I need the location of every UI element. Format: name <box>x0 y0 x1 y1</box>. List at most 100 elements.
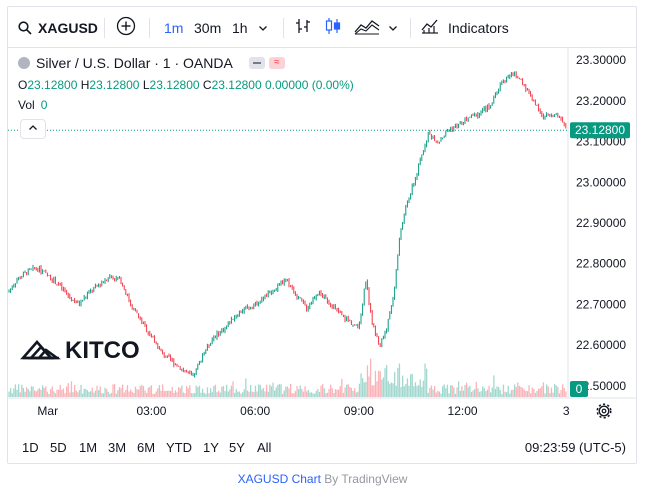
interval-dropdown[interactable] <box>258 7 268 48</box>
interval-30m[interactable]: 30m <box>194 19 222 36</box>
volume-bar <box>117 390 119 397</box>
change-value: 0.00000 (0.00%) <box>265 78 354 92</box>
volume-bar <box>448 393 450 397</box>
attribution-footer: XAGUSD Chart By TradingView <box>0 472 645 486</box>
open-label: O <box>18 78 28 92</box>
volume-bar <box>550 387 553 397</box>
volume-bar <box>208 393 210 397</box>
volume-bar <box>554 384 556 397</box>
volume-bar <box>18 384 20 397</box>
volume-bar <box>19 392 21 397</box>
settings-gear-icon[interactable] <box>596 403 612 419</box>
volume-bar <box>173 392 175 397</box>
volume-bar <box>69 392 71 397</box>
volume-bar <box>528 385 530 397</box>
volume-bar <box>477 388 479 397</box>
volume-bar <box>48 393 50 397</box>
volume-bar <box>274 390 276 397</box>
volume-bar <box>461 386 463 397</box>
range-5d[interactable]: 5D <box>50 439 67 455</box>
price-chart[interactable]: KITCO 23.3000023.2000023.1000023.0000022… <box>8 7 636 431</box>
volume-bar <box>134 386 137 397</box>
volume-bar <box>307 389 309 397</box>
compare-button[interactable] <box>116 7 136 48</box>
volume-bar <box>357 391 359 397</box>
volume-bar <box>24 391 26 397</box>
y-tick-label: 22.80000 <box>576 257 626 271</box>
y-tick-label: 22.70000 <box>576 297 626 311</box>
volume-bar <box>442 386 444 397</box>
volume-bar <box>211 392 213 397</box>
volume-bar <box>238 391 241 397</box>
volume-bar <box>59 384 61 397</box>
volume-bar <box>163 391 165 397</box>
indicators-button[interactable]: Indicators <box>420 7 509 48</box>
volume-bar <box>198 385 201 397</box>
volume-bar <box>400 386 402 397</box>
range-5y[interactable]: 5Y <box>229 439 245 455</box>
range-1m[interactable]: 1M <box>79 439 98 455</box>
volume-bar <box>306 391 308 397</box>
volume-bar <box>194 393 196 397</box>
indicators-icon <box>420 17 440 38</box>
volume-bar <box>334 389 337 397</box>
timezone-clock[interactable]: 09:23:59 (UTC-5) <box>524 439 626 455</box>
volume-bar <box>333 392 335 397</box>
chart-style-dropdown[interactable] <box>388 7 398 48</box>
volume-bar <box>565 391 567 397</box>
volume-bar <box>394 371 396 397</box>
volume-bar <box>462 390 465 397</box>
volume-bar <box>488 385 490 397</box>
range-all[interactable]: All <box>257 439 272 455</box>
volume-bar <box>541 386 543 397</box>
bars-style-button[interactable] <box>294 7 312 48</box>
range-6m[interactable]: 6M <box>137 439 156 455</box>
volume-bar <box>256 391 258 397</box>
interval-1h[interactable]: 1h <box>232 19 248 36</box>
data-delay-icon: ≈ <box>268 57 285 69</box>
volume-bar <box>509 393 511 397</box>
volume-bar <box>536 390 538 397</box>
volume-bar <box>261 389 263 397</box>
volume-bar <box>499 389 501 397</box>
volume-bar <box>64 393 66 397</box>
volume-bar <box>440 393 442 397</box>
volume-bar <box>197 387 199 397</box>
bars-icon <box>294 17 312 38</box>
x-tick-label: 03:00 <box>136 404 166 418</box>
volume-bar <box>254 385 257 397</box>
volume-bar <box>242 392 244 397</box>
range-1y[interactable]: 1Y <box>203 439 219 455</box>
area-style-button[interactable] <box>354 7 380 48</box>
volume-bar <box>146 393 148 397</box>
volume-bar <box>267 391 269 397</box>
volume-bar <box>403 386 405 397</box>
range-3m[interactable]: 3M <box>108 439 127 455</box>
volume-bar <box>61 389 63 397</box>
price-axis[interactable]: 23.3000023.2000023.1000023.0000022.90000… <box>576 53 626 393</box>
volume-bar <box>331 388 333 397</box>
volume-bar <box>221 386 223 397</box>
volume-bar <box>168 390 170 397</box>
volume-bar <box>264 391 266 397</box>
volume-bar <box>506 392 508 397</box>
volume-bar <box>330 384 332 397</box>
bottom-toolbar: 1D 5D 1M 3M 6M YTD 1Y 5Y All 09:23:59 (U… <box>8 431 636 463</box>
range-1d[interactable]: 1D <box>22 439 39 455</box>
collapse-legend-button[interactable] <box>20 119 46 139</box>
volume-bar <box>326 392 329 397</box>
symbol-search[interactable]: XAGUSD <box>18 7 98 48</box>
time-axis[interactable]: Mar 03:00 06:00 09:00 12:00 3 <box>37 404 570 418</box>
volume-bar <box>298 389 300 397</box>
interval-1m[interactable]: 1m <box>164 19 184 36</box>
range-ytd[interactable]: YTD <box>166 439 192 455</box>
chevron-down-icon <box>388 20 398 36</box>
chart-link[interactable]: XAGUSD Chart <box>237 472 321 486</box>
volume-bar <box>275 387 277 397</box>
volume-bar <box>549 393 551 397</box>
volume-bar <box>142 386 145 397</box>
volume-bar <box>75 390 77 397</box>
volume-bar <box>240 393 242 397</box>
area-chart-icon <box>354 17 380 38</box>
candles-style-button[interactable] <box>324 7 342 48</box>
